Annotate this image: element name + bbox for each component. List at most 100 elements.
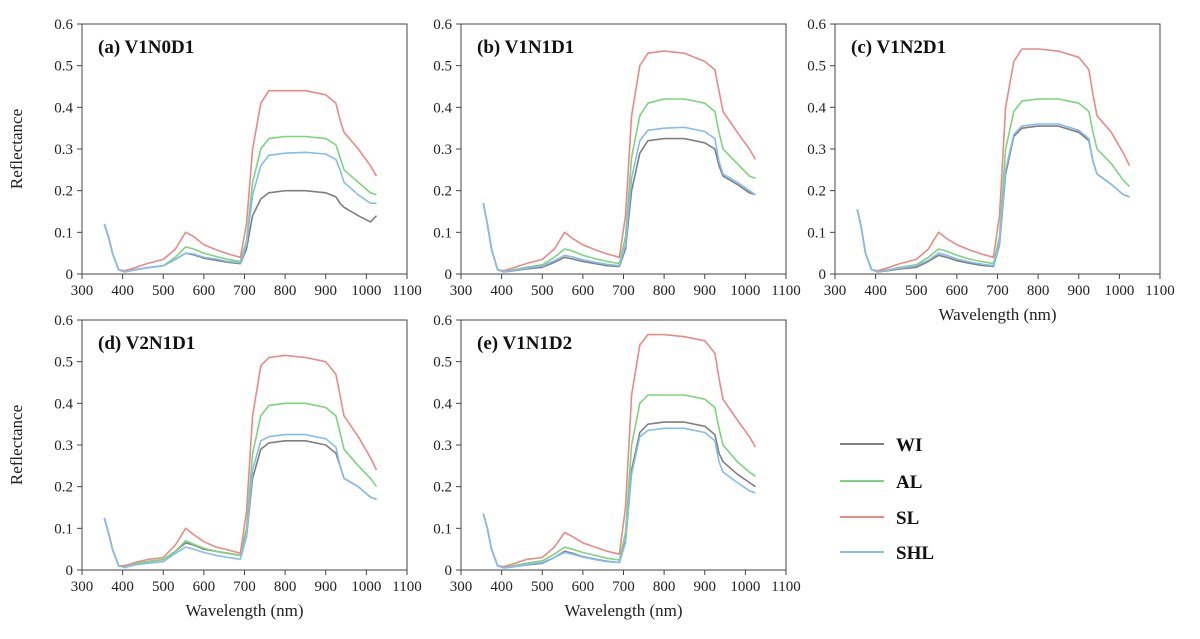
panel-1-series-shl bbox=[103, 151, 377, 273]
panel-4-series-shl bbox=[103, 433, 377, 569]
panel-2-xtick-label: 900 bbox=[694, 283, 717, 299]
panel-4-title: (d) V2N1D1 bbox=[98, 333, 195, 354]
panel-3-xtick-label: 1000 bbox=[1104, 283, 1134, 299]
panel-2-xtick-label: 800 bbox=[653, 283, 676, 299]
panel-1-ytick-label: 0.3 bbox=[54, 142, 73, 158]
panel-5-xtick-label: 1000 bbox=[730, 579, 760, 595]
panel-5-xtick-label: 700 bbox=[612, 579, 635, 595]
legend-label-sl: SL bbox=[896, 508, 919, 529]
panel-1-xtick-label: 1100 bbox=[392, 283, 421, 299]
panel-4-ytick-label: 0 bbox=[66, 563, 74, 579]
legend-label-shl: SHL bbox=[896, 543, 934, 564]
panel-2-title: (b) V1N1D1 bbox=[477, 37, 574, 58]
panel-3-title: (c) V1N2D1 bbox=[851, 37, 946, 58]
panel-3-xlabel: Wavelength (nm) bbox=[938, 305, 1056, 324]
panel-4-xtick-label: 700 bbox=[233, 579, 256, 595]
panel-4: 300 400 500 600 700 800 900 1000 1100 0 0.1 0.2 0.3 0… bbox=[7, 313, 422, 620]
panel-2: 300 400 500 600 700 800 900 1000 1100 0 0.1 0.2 0.3 0… bbox=[433, 17, 800, 299]
panel-1-xtick-label: 300 bbox=[71, 283, 94, 299]
panel-4-series-sl bbox=[103, 354, 378, 567]
panel-4-ytick-label: 0.4 bbox=[54, 396, 73, 412]
panel-1-ytick-label: 0.5 bbox=[54, 59, 73, 75]
panel-4-ytick-label: 0.3 bbox=[54, 438, 73, 454]
panel-1-ylabel: Reflectance bbox=[7, 109, 26, 189]
panel-4-series-al bbox=[103, 402, 378, 568]
panel-5-ytick-label: 0.4 bbox=[433, 396, 452, 412]
panel-4-xtick-label: 1100 bbox=[392, 579, 421, 595]
panel-2-series-shl bbox=[482, 126, 756, 273]
legend-item-wi: WI bbox=[840, 435, 922, 456]
panel-3-ytick-label: 0.3 bbox=[807, 142, 826, 158]
panel-2-ytick-label: 0.4 bbox=[433, 100, 452, 116]
panel-3-ytick-label: 0.4 bbox=[807, 100, 826, 116]
panel-1-ytick-label: 0.4 bbox=[54, 100, 73, 116]
panel-2-ytick-label: 0.1 bbox=[433, 225, 452, 241]
panel-5-xlabel: Wavelength (nm) bbox=[564, 601, 682, 620]
panel-5-series-wi bbox=[482, 421, 756, 569]
panel-3: 300 400 500 600 700 800 900 1000 1100 0 0.1 0.2 0.3 0… bbox=[807, 17, 1174, 324]
panel-5-ytick-label: 0 bbox=[445, 563, 453, 579]
panel-3-xtick-label: 500 bbox=[905, 283, 928, 299]
panel-4-xtick-label: 800 bbox=[274, 579, 297, 595]
panel-5-ytick-label: 0.5 bbox=[433, 355, 452, 371]
panel-2-ytick-label: 0.3 bbox=[433, 142, 452, 158]
legend: WI AL SL SHL bbox=[840, 435, 934, 564]
panel-4-ytick-label: 0.1 bbox=[54, 521, 73, 537]
panel-1-series-al bbox=[103, 135, 377, 273]
panel-2-xtick-label: 500 bbox=[531, 283, 554, 299]
panel-3-ytick-label: 0.6 bbox=[807, 17, 826, 33]
panel-4-ylabel: Reflectance bbox=[7, 405, 26, 485]
panel-3-xtick-label: 900 bbox=[1068, 283, 1091, 299]
panel-3-series-shl bbox=[856, 123, 1130, 273]
panel-1-xtick-label: 800 bbox=[274, 283, 297, 299]
legend-item-shl: SHL bbox=[840, 543, 934, 564]
panel-5-ytick-label: 0.2 bbox=[433, 480, 452, 496]
panel-2-ytick-label: 0.6 bbox=[433, 17, 452, 33]
panel-5-series-sl bbox=[482, 333, 757, 568]
panel-5-xtick-label: 900 bbox=[694, 579, 717, 595]
panel-3-ytick-label: 0.1 bbox=[807, 225, 826, 241]
panel-5-ytick-label: 0.1 bbox=[433, 521, 452, 537]
panel-5-frame bbox=[460, 319, 787, 571]
panel-4-ytick-label: 0.6 bbox=[54, 313, 73, 329]
panel-3-frame bbox=[834, 23, 1161, 275]
panel-5-xtick-label: 600 bbox=[572, 579, 595, 595]
panel-2-ytick-label: 0 bbox=[445, 267, 453, 283]
panel-2-ytick-label: 0.5 bbox=[433, 59, 452, 75]
panel-3-xtick-label: 1100 bbox=[1145, 283, 1174, 299]
panel-5-ytick-label: 0.6 bbox=[433, 313, 452, 329]
panel-1-series-sl bbox=[103, 89, 378, 272]
panel-2-xtick-label: 600 bbox=[572, 283, 595, 299]
panel-5-xtick-label: 500 bbox=[531, 579, 554, 595]
legend-label-wi: WI bbox=[896, 435, 922, 456]
panel-2-frame bbox=[460, 23, 787, 275]
panel-3-series-sl bbox=[856, 48, 1131, 272]
panel-5: 300 400 500 600 700 800 900 1000 1100 0 0.1 0.2 0.3 0… bbox=[433, 313, 800, 620]
panel-4-xtick-label: 300 bbox=[71, 579, 94, 595]
panel-5-title: (e) V1N1D2 bbox=[477, 333, 572, 354]
legend-item-al: AL bbox=[840, 472, 922, 493]
panel-4-xtick-label: 400 bbox=[111, 579, 134, 595]
panel-1-ytick-label: 0.1 bbox=[54, 225, 73, 241]
panel-3-xtick-label: 700 bbox=[986, 283, 1009, 299]
panel-1: 300 400 500 600 700 800 900 1000 1100 0 0.1 0.2 0.3 0… bbox=[7, 17, 422, 299]
panel-3-ytick-label: 0 bbox=[819, 267, 827, 283]
panel-4-xtick-label: 500 bbox=[152, 579, 175, 595]
panel-3-series-al bbox=[856, 98, 1131, 273]
panel-1-xtick-label: 900 bbox=[315, 283, 338, 299]
panel-4-xlabel: Wavelength (nm) bbox=[185, 601, 303, 620]
panel-2-xtick-label: 300 bbox=[450, 283, 473, 299]
panel-5-xtick-label: 800 bbox=[653, 579, 676, 595]
panel-1-xtick-label: 500 bbox=[152, 283, 175, 299]
panel-1-xtick-label: 700 bbox=[233, 283, 256, 299]
panel-3-ytick-label: 0.5 bbox=[807, 59, 826, 75]
panel-2-series-sl bbox=[482, 50, 757, 272]
panel-5-xtick-label: 400 bbox=[490, 579, 513, 595]
panel-2-xtick-label: 1000 bbox=[730, 283, 760, 299]
panel-5-xtick-label: 300 bbox=[450, 579, 473, 595]
panel-1-ytick-label: 0.2 bbox=[54, 184, 73, 200]
panel-2-xtick-label: 1100 bbox=[771, 283, 800, 299]
panel-1-ytick-label: 0.6 bbox=[54, 17, 73, 33]
panel-4-xtick-label: 900 bbox=[315, 579, 338, 595]
panel-3-xtick-label: 600 bbox=[946, 283, 969, 299]
